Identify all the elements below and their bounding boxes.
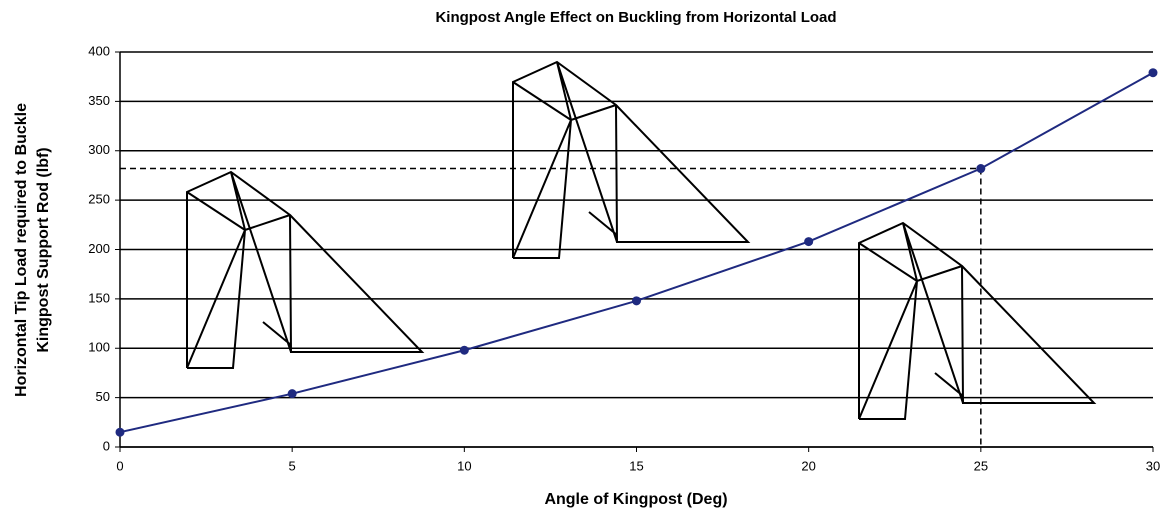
y-tick-label: 350 xyxy=(88,93,110,108)
data-point xyxy=(632,296,641,306)
y-tick-label: 250 xyxy=(88,192,110,207)
y-tick-label: 400 xyxy=(88,43,110,58)
x-axis-label: Angle of Kingpost (Deg) xyxy=(544,491,727,508)
data-point xyxy=(287,389,297,399)
y-tick-label: 200 xyxy=(88,241,110,256)
data-point xyxy=(115,427,125,437)
x-tick-label: 25 xyxy=(974,458,988,473)
x-tick-label: 20 xyxy=(801,458,815,473)
data-point xyxy=(804,237,814,247)
kingpost-drawing xyxy=(186,171,423,369)
y-axis-label: Horizontal Tip Load required to Buckle xyxy=(13,103,30,397)
plot: 0 50 100 150 200 250 300 350 400 0 5 10 15 20 25 30 xyxy=(88,43,1160,473)
y-axis-label: Kingpost Support Rod (lbf) xyxy=(35,147,52,352)
x-tick-label: 5 xyxy=(289,458,296,473)
y-tick-label: 300 xyxy=(88,142,110,157)
chart-title: Kingpost Angle Effect on Buckling from H… xyxy=(435,9,836,26)
x-tick-label: 30 xyxy=(1146,458,1160,473)
kingpost-drawing xyxy=(858,222,1095,420)
y-tick-label: 100 xyxy=(88,340,110,355)
data-point xyxy=(1148,68,1158,78)
y-tick-label: 0 xyxy=(103,438,110,453)
kingpost-drawing xyxy=(512,61,749,259)
x-tick-label: 0 xyxy=(116,458,123,473)
y-tick-label: 50 xyxy=(96,389,110,404)
y-tick-label: 150 xyxy=(88,290,110,305)
data-point xyxy=(976,164,986,174)
x-tick-label: 15 xyxy=(629,458,643,473)
x-tick-label: 10 xyxy=(457,458,471,473)
data-point xyxy=(459,345,469,355)
